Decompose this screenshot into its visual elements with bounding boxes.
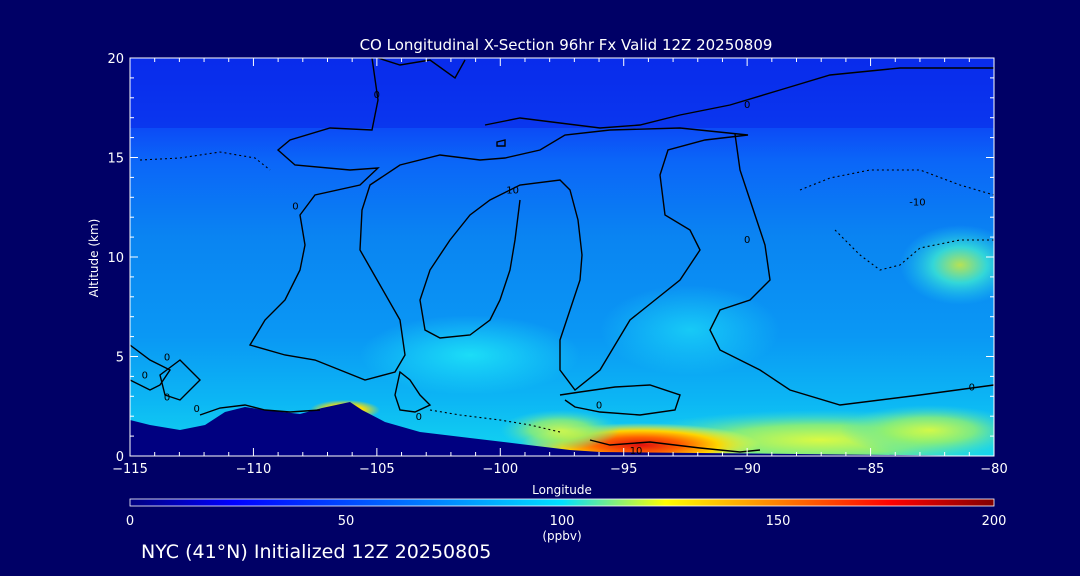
contour-label: 0 [374, 90, 380, 101]
x-tick-label: −100 [482, 462, 518, 477]
contour-label: 10 [506, 185, 519, 196]
y-tick-label: 0 [116, 450, 124, 465]
contour-label: 0 [164, 353, 170, 364]
contour-label: 0 [744, 235, 750, 246]
y-tick-label: 5 [116, 351, 124, 366]
terrain [130, 402, 994, 456]
y-tick-label: 20 [107, 52, 124, 67]
y-axis: 0 5 10 15 20 [107, 52, 994, 465]
initialization-caption: NYC (41°N) Initialized 12Z 20250805 [141, 541, 492, 563]
concentration-field [130, 58, 994, 456]
colorbar-tick-label: 200 [982, 514, 1007, 529]
contour-label: 0 [164, 392, 170, 403]
x-tick-label: −105 [359, 462, 395, 477]
x-tick-label: −110 [236, 462, 272, 477]
colorbar-label: (ppbv) [542, 529, 581, 543]
contour-label: 0 [193, 404, 199, 415]
contour-label: 0 [292, 201, 298, 212]
contour-label: 0 [596, 400, 602, 411]
contour-label: 0 [142, 370, 148, 381]
x-axis: −115 −110 −105 −100 −95 −90 −85 −80 [112, 58, 1008, 477]
colorbar-tick-label: 100 [550, 514, 575, 529]
contour-label: 0 [416, 412, 422, 423]
x-tick-label: −115 [112, 462, 148, 477]
x-tick-label: −85 [857, 462, 884, 477]
contour-label: -10 [909, 197, 925, 208]
co-contours-negative [139, 151, 994, 433]
contour-label: 0 [969, 382, 975, 393]
y-axis-label: Altitude (km) [87, 219, 101, 298]
x-axis-label: Longitude [532, 483, 592, 497]
contour-labels: 0 0 0 0 0 0 0 0 0 0 0 10 10 -10 [142, 90, 975, 457]
colorbar [129, 498, 995, 507]
x-tick-label: −95 [610, 462, 637, 477]
x-tick-label: −80 [980, 462, 1007, 477]
y-tick-label: 15 [107, 152, 124, 167]
x-tick-label: −90 [733, 462, 760, 477]
colorbar-tick-label: 0 [126, 514, 134, 529]
chart-title: CO Longitudinal X-Section 96hr Fx Valid … [360, 36, 773, 54]
y-tick-label: 10 [107, 251, 124, 266]
contour-label: 10 [630, 446, 643, 457]
colorbar-tick-label: 50 [338, 514, 355, 529]
colorbar-ticks: 0 50 100 150 200 [126, 514, 1007, 529]
contour-label: 0 [744, 100, 750, 111]
colorbar-tick-label: 150 [766, 514, 791, 529]
co-contours [130, 58, 994, 453]
